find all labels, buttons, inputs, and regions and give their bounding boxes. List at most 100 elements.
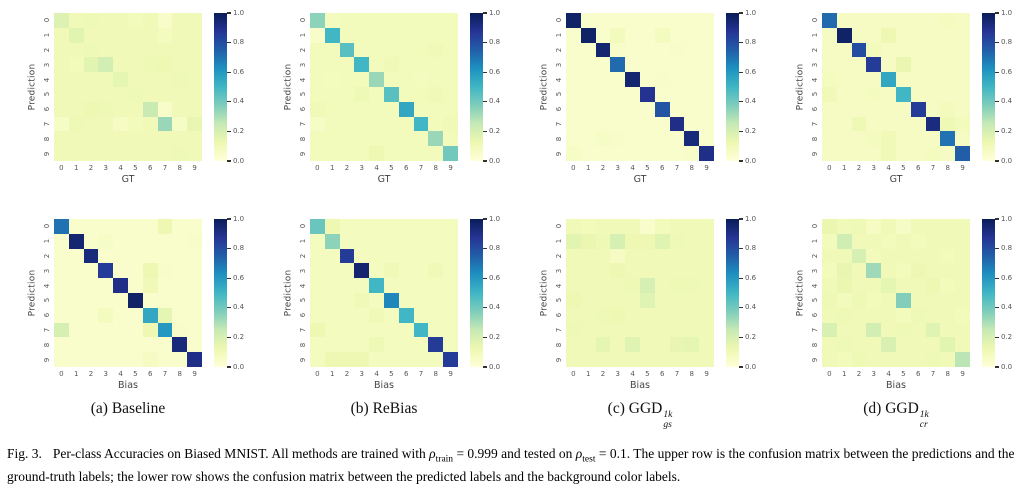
y-tick-label: 6 bbox=[299, 106, 307, 112]
y-axis-ticks: 0 1 2 3 4 5 6 7 8 9 bbox=[296, 13, 310, 161]
heatmap-cell bbox=[428, 248, 444, 264]
heatmap-cell bbox=[310, 72, 325, 87]
heatmap-cell bbox=[625, 233, 640, 249]
heatmap-cell bbox=[866, 42, 882, 58]
x-tick-label: 4 bbox=[118, 370, 123, 378]
heatmap-cell bbox=[640, 13, 655, 28]
heatmap-cell bbox=[610, 57, 626, 73]
y-tick-label: 7 bbox=[299, 327, 307, 333]
heatmap-cell bbox=[142, 322, 158, 338]
x-tick-label: 6 bbox=[915, 164, 921, 172]
heatmap-cell bbox=[339, 263, 355, 279]
heatmap-cell bbox=[866, 146, 882, 161]
heatmap-cell bbox=[896, 352, 911, 367]
heatmap-cell bbox=[324, 293, 340, 308]
x-tick-label: 2 bbox=[88, 164, 94, 172]
y-tick-label: 1 bbox=[811, 238, 819, 244]
heatmap-cell bbox=[925, 352, 941, 367]
heatmap-cell bbox=[398, 146, 414, 161]
heatmap-cell bbox=[669, 307, 685, 323]
heatmap-cell bbox=[910, 337, 926, 353]
x-tick-label: 1 bbox=[329, 370, 335, 378]
heatmap-cell bbox=[98, 233, 114, 249]
heatmap-cell bbox=[881, 307, 896, 323]
heatmap-cell bbox=[669, 278, 685, 293]
heatmap-cell bbox=[955, 278, 970, 293]
x-tick-label: 6 bbox=[403, 370, 409, 378]
y-tick: 1 bbox=[808, 28, 822, 43]
heatmap-cell bbox=[881, 13, 896, 28]
heatmap-cell bbox=[610, 13, 626, 28]
heatmap-cell bbox=[443, 146, 458, 161]
heatmap-cell bbox=[398, 57, 414, 73]
subcaption-subscript: gs bbox=[663, 420, 672, 431]
y-tick-label: 7 bbox=[555, 121, 563, 127]
heatmap-cell bbox=[54, 101, 69, 117]
heatmap-cell bbox=[443, 248, 458, 264]
heatmap-cell bbox=[324, 27, 340, 43]
heatmap-cell bbox=[940, 27, 956, 43]
heatmap-cell bbox=[955, 101, 970, 117]
heatmap-cell bbox=[940, 219, 956, 234]
heatmap-cell bbox=[640, 101, 655, 117]
colorbar-tick-label: 0.2 bbox=[745, 126, 757, 135]
heatmap-cell bbox=[654, 101, 670, 117]
heatmap-cell bbox=[384, 322, 399, 338]
heatmap-cell bbox=[669, 87, 685, 102]
heatmap-cell bbox=[925, 57, 941, 73]
heatmap-cell bbox=[566, 278, 581, 293]
heatmap-baseline-bias bbox=[54, 219, 202, 367]
x-axis-label: Bias bbox=[886, 380, 906, 391]
heatmap-cell bbox=[413, 219, 429, 234]
colorbar-tick-label: 0.2 bbox=[745, 332, 757, 341]
heatmap-cell bbox=[699, 278, 714, 293]
heatmap-cell bbox=[142, 87, 158, 102]
heatmap-cell bbox=[157, 293, 173, 308]
y-tick-label: 8 bbox=[43, 342, 51, 348]
heatmap-cell bbox=[384, 263, 399, 279]
y-tick: 5 bbox=[40, 293, 54, 308]
x-tick-label: 6 bbox=[659, 370, 665, 378]
y-tick: 7 bbox=[808, 323, 822, 338]
colorbar: 1.0 0.8 0.6 0.4 0.2 0.0 bbox=[214, 215, 251, 370]
y-tick: 9 bbox=[40, 352, 54, 367]
heatmap-cell bbox=[896, 57, 911, 73]
heatmap-cell bbox=[910, 72, 926, 87]
heatmap-cell bbox=[83, 42, 99, 58]
y-tick: 3 bbox=[808, 263, 822, 278]
x-tick-label: 6 bbox=[147, 370, 153, 378]
heatmap-cell bbox=[339, 219, 355, 234]
heatmap-cell bbox=[669, 101, 685, 117]
heatmap-cell bbox=[896, 116, 911, 132]
heatmap-cell bbox=[54, 233, 69, 249]
heatmap-cell bbox=[896, 219, 911, 234]
heatmap-cell bbox=[339, 13, 355, 28]
x-tick-label: 9 bbox=[704, 370, 709, 378]
heatmap-cell bbox=[384, 307, 399, 323]
x-tick-label: 8 bbox=[689, 370, 695, 378]
heatmap-cell bbox=[669, 42, 685, 58]
heatmap-cell bbox=[595, 233, 611, 249]
heatmap-cell bbox=[187, 219, 202, 234]
x-tick-label: 4 bbox=[886, 370, 891, 378]
heatmap-cell bbox=[398, 307, 414, 323]
heatmap-cell bbox=[413, 87, 429, 102]
heatmap-cell bbox=[625, 337, 640, 353]
colorbar-tick-label: 1.0 bbox=[489, 214, 501, 223]
heatmap-cell bbox=[640, 131, 655, 147]
y-tick-label: 5 bbox=[811, 92, 819, 97]
heatmap-cell bbox=[324, 146, 340, 161]
y-tick: 5 bbox=[40, 87, 54, 102]
colorbar-ticks: 1.0 0.8 0.6 0.4 0.2 0.0 bbox=[995, 9, 1019, 164]
colorbar-tick-mark bbox=[739, 336, 743, 339]
heatmap-cell bbox=[925, 13, 941, 28]
heatmap-cell bbox=[157, 131, 173, 147]
heatmap-cell bbox=[654, 219, 670, 234]
y-tick: 4 bbox=[552, 278, 566, 293]
heatmap-cell bbox=[955, 13, 970, 28]
heatmap-cell bbox=[339, 337, 355, 353]
heatmap-cell bbox=[54, 293, 69, 308]
x-tick-label: 3 bbox=[871, 164, 877, 172]
heatmap-cell bbox=[157, 87, 173, 102]
heatmap-cell bbox=[413, 278, 429, 293]
